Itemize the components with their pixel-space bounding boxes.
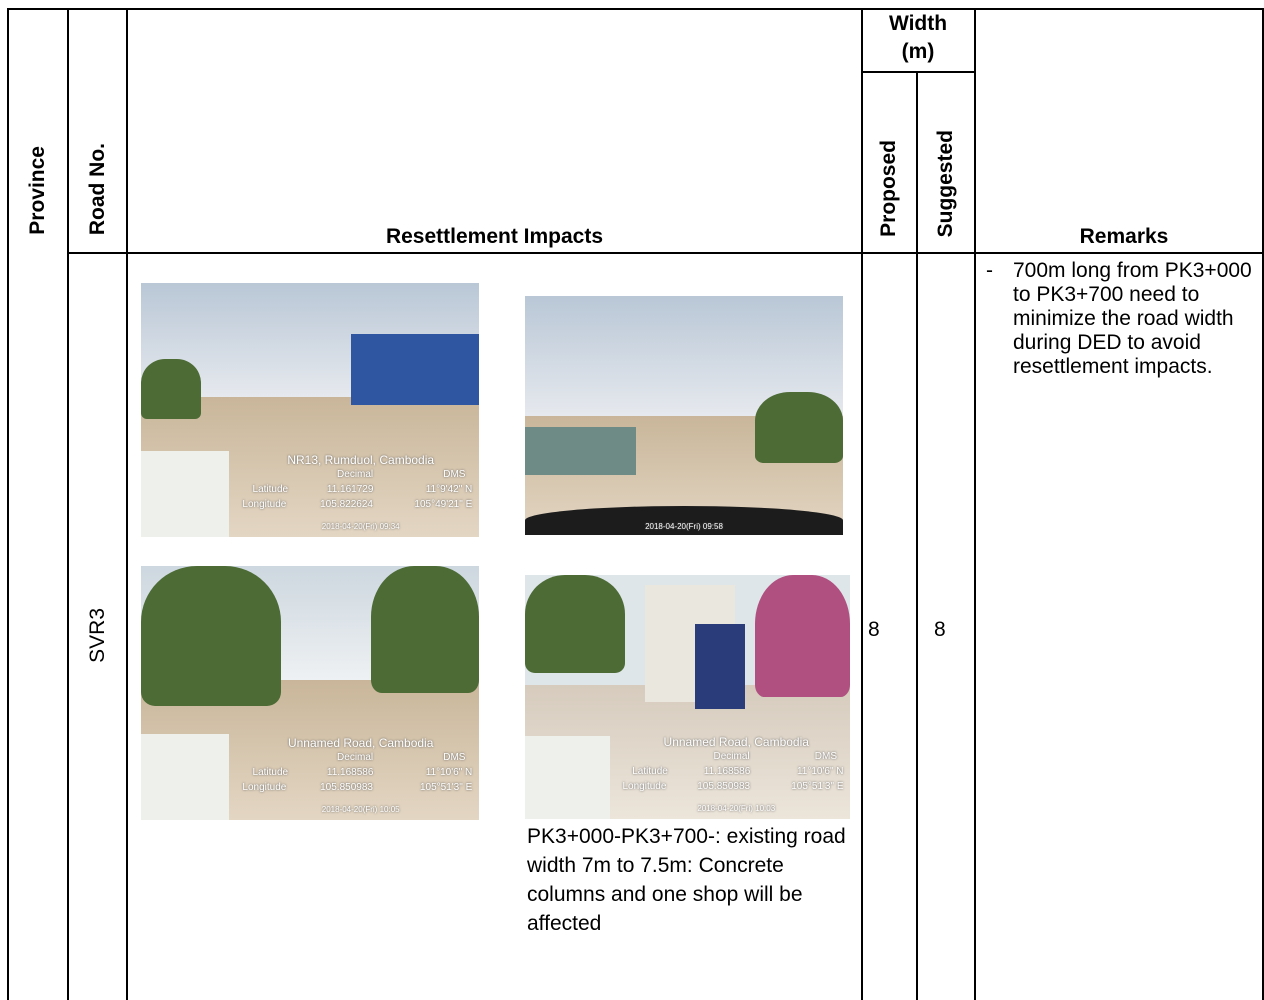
photo-lat-dms: 11°10'6" N [796,766,844,777]
photo: 2018-04-20(Fri) 09:58 [525,296,843,535]
photo-longitude-label: Longitude [622,781,667,792]
photo-lat-dms: 11°10'6" N [425,767,473,778]
proposed-width: 8 [868,618,880,641]
table-border [861,8,863,1000]
pond [525,427,637,476]
photo-caption: PK3+000-PK3+700-: existing road width 7m… [527,825,846,935]
photo-decimal-header: Decimal [713,751,750,762]
remarks: 700m long from PK3+000 to PK3+700 need t… [1013,259,1252,378]
photo-decimal-header: Decimal [337,752,374,763]
photo-latitude-label: Latitude [252,767,289,778]
photo-lon-dms: 105°49'21" E [414,499,473,510]
photo-timestamp: 2018-04-20(Fri) 10:03 [697,804,776,813]
photo-lon-decimal: 105.850983 [320,782,373,793]
photo-timestamp: 2018-04-20(Fri) 09:58 [645,522,723,531]
photo-latitude-label: Latitude [252,484,289,495]
photo-latitude-label: Latitude [632,766,668,777]
photo-lon-dms: 105°51'3" E [791,781,844,792]
photo-decimal-header: Decimal [337,469,374,480]
table-border [126,8,128,1000]
header-suggested: Suggested [934,129,957,237]
photo-longitude-label: Longitude [242,499,287,510]
table-border [68,252,1264,254]
photo-timestamp: 2018-04-20(Fri) 10:05 [321,805,400,814]
header-proposed: Proposed [877,140,900,237]
table-border [916,72,918,1000]
photo: Unnamed Road, Cambodia Decimal DMS Latitude… [525,575,850,819]
photo: Unnamed Road, Cambodia Decimal DMS Latitude… [141,566,479,820]
table-border [1262,8,1264,1000]
header-road-no: Road No. [86,142,109,235]
building [351,333,479,405]
gate-bars [695,623,745,710]
table-border [862,71,976,73]
photo-lon-decimal: 105.850983 [697,781,751,792]
photo-location: Unnamed Road, Cambodia [663,735,809,749]
table-border [67,8,69,1000]
photo-dms-header: DMS [443,752,466,763]
car-hood [525,506,843,535]
remarks-bullet: - [986,259,993,282]
table-border [974,8,976,1000]
photo-lon-decimal: 105.822624 [320,499,373,510]
photo: NR13, Rumduol, Cambodia Decimal DMS Latitud… [141,283,479,537]
photo-lat-decimal: 11.168586 [326,767,374,778]
photo-lon-dms: 105°51'3" E [419,782,473,793]
header-remarks: Remarks [1079,225,1169,248]
photo-lat-decimal: 11.168586 [703,766,751,777]
photo-dms-header: DMS [443,469,466,480]
photo-longitude-label: Longitude [242,782,287,793]
header-resettlement: Resettlement Impacts [385,225,604,248]
table-border [8,8,1264,10]
photo-lat-decimal: 11.161729 [326,484,374,495]
photo-location: Unnamed Road, Cambodia [287,736,434,750]
photo-timestamp: 2018-04-20(Fri) 09:34 [321,522,400,531]
photo-lat-dms: 11°9'42" N [425,484,473,495]
header-province: Province [26,146,49,235]
photo-dms-header: DMS [814,751,837,762]
road-no: SVR3 [86,608,109,663]
photo-location: NR13, Rumduol, Cambodia [287,453,435,467]
table-border [7,8,9,1000]
suggested-width: 8 [934,618,946,641]
header-width: Width (m) [888,12,948,63]
